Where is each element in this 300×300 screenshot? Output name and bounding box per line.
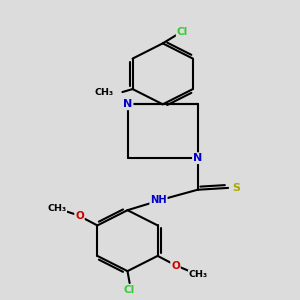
Text: CH₃: CH₃ bbox=[95, 88, 114, 97]
Text: CH₃: CH₃ bbox=[188, 270, 208, 279]
Text: O: O bbox=[171, 260, 180, 271]
Text: methoxy: methoxy bbox=[54, 207, 60, 208]
Text: NH: NH bbox=[150, 195, 167, 205]
Text: O: O bbox=[75, 211, 84, 221]
Text: N: N bbox=[123, 99, 133, 109]
Text: S: S bbox=[232, 183, 241, 193]
Text: Cl: Cl bbox=[177, 27, 188, 37]
Text: Cl: Cl bbox=[124, 285, 135, 296]
Text: N: N bbox=[193, 153, 202, 163]
Text: CH₃: CH₃ bbox=[47, 204, 67, 213]
